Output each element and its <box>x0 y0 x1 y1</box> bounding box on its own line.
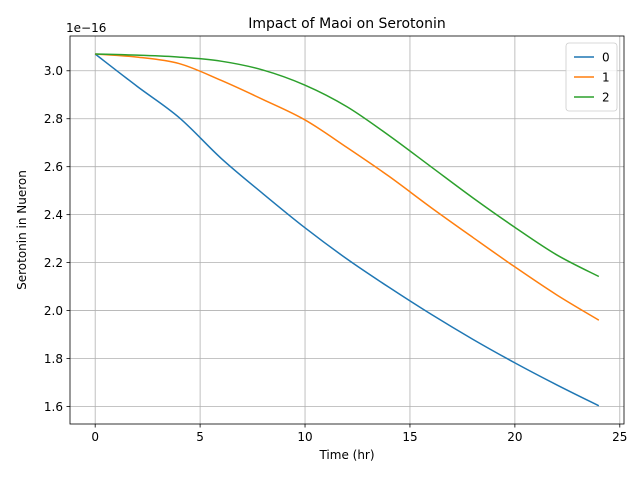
x-tick-label: 25 <box>612 430 627 444</box>
legend: 0 1 2 <box>565 42 618 112</box>
y-axis-label: Serotonin in Nueron <box>15 170 29 290</box>
series-line-0 <box>94 53 600 407</box>
y-tick-label: 2.0 <box>44 304 63 318</box>
series-lines <box>94 53 600 407</box>
y-tick-label: 1.8 <box>44 352 63 366</box>
axis-ticks: 0 5 10 15 20 25 1.6 1.8 2.0 2.2 2.4 2.6 2.8 3.0 <box>44 64 628 444</box>
x-tick-label: 5 <box>196 430 204 444</box>
series-line-2 <box>95 53 600 278</box>
y-tick-label: 2.6 <box>44 160 63 174</box>
grid <box>70 36 624 424</box>
x-tick-label: 20 <box>507 430 522 444</box>
x-tick-label: 10 <box>297 430 312 444</box>
y-tick-label: 2.4 <box>44 208 63 222</box>
x-axis-label: Time (hr) <box>318 448 374 462</box>
legend-label-0: 0 <box>602 50 610 64</box>
series-line-1 <box>95 53 600 321</box>
plot-frame <box>69 35 625 425</box>
chart-title: Impact of Maoi on Serotonin <box>248 16 445 32</box>
x-tick-label: 0 <box>91 430 99 444</box>
legend-label-1: 1 <box>602 70 610 84</box>
y-axis-offset-text: 1e−16 <box>66 21 106 35</box>
y-tick-label: 2.2 <box>44 256 63 270</box>
y-tick-label: 1.6 <box>44 400 63 414</box>
y-tick-label: 3.0 <box>44 64 63 78</box>
legend-label-2: 2 <box>602 90 610 104</box>
y-tick-label: 2.8 <box>44 112 63 126</box>
x-tick-label: 15 <box>402 430 417 444</box>
